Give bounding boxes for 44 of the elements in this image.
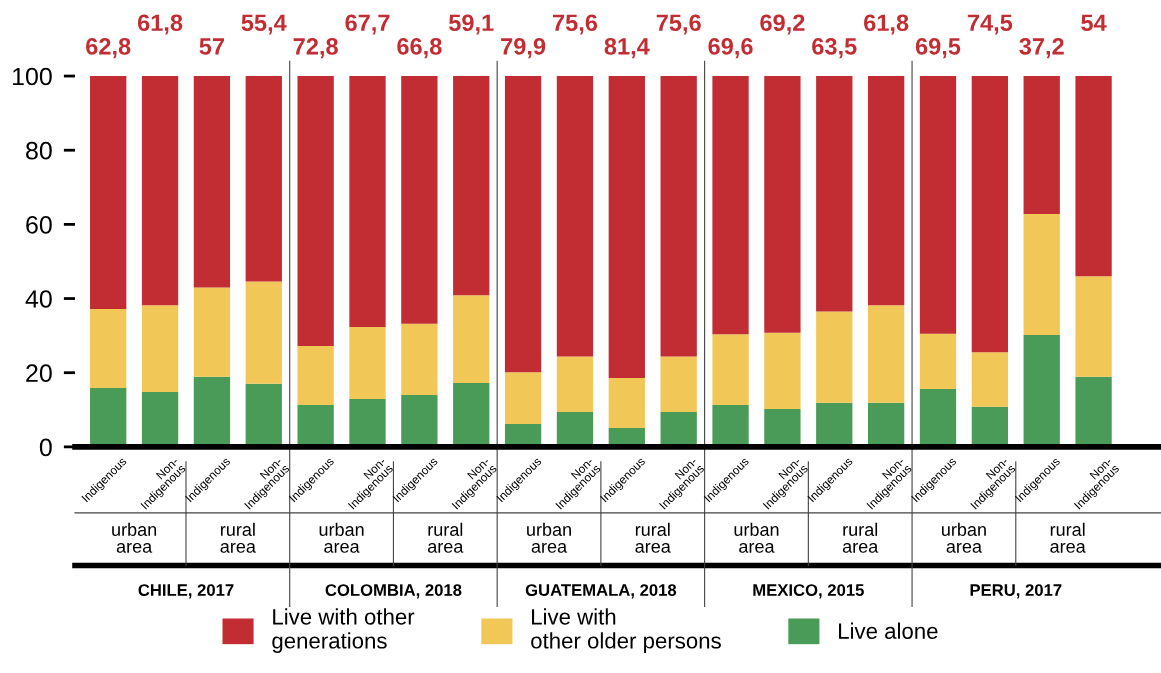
text: CHILE, 2017: [138, 584, 234, 599]
data-label: 63,5: [812, 38, 857, 59]
data-label: 57: [199, 38, 225, 55]
legend-label: Live with other older persons: [531, 608, 721, 653]
data-label: 61,8: [137, 14, 183, 35]
y-tick-label: 80: [26, 141, 52, 160]
data-label: 69,2: [760, 14, 805, 35]
data-label: 61,8: [864, 14, 909, 35]
y-tick-label: 100: [12, 67, 52, 86]
data-label: 72,8: [293, 38, 338, 59]
data-label: 67,7: [345, 14, 390, 35]
y-tick-label: 60: [26, 215, 52, 234]
text: rural area: [1050, 522, 1086, 553]
text: urban area: [527, 522, 571, 553]
data-label: 75,6: [656, 14, 701, 35]
text: urban area: [112, 522, 157, 553]
data-label: 37,2: [1019, 38, 1064, 59]
text: PERU, 2017: [970, 584, 1062, 599]
data-label: 74,5: [967, 14, 1013, 35]
data-label: 59,1: [448, 14, 494, 35]
text: rural area: [635, 522, 671, 553]
data-label: 75,6: [552, 14, 598, 35]
data-label: 62,8: [86, 38, 131, 59]
text: urban area: [734, 522, 779, 553]
data-label: 81,4: [604, 38, 650, 59]
text: rural area: [220, 522, 256, 553]
y-tick-label: 0: [39, 438, 52, 457]
text: GUATEMALA, 2018: [525, 584, 677, 599]
text: COLOMBIA, 2018: [325, 584, 462, 599]
y-tick-label: 20: [26, 364, 52, 383]
y-tick-label: 40: [25, 290, 52, 308]
data-label: 54: [1081, 14, 1107, 32]
text: rural area: [428, 522, 464, 553]
legend-label: Live with other generations: [272, 608, 415, 653]
data-label: 79,9: [501, 38, 546, 59]
legend-label: Live alone: [839, 622, 938, 639]
data-label: 69,5: [915, 38, 961, 59]
text: MEXICO, 2015: [753, 584, 864, 599]
data-label: 55,4: [241, 14, 287, 35]
text: rural area: [842, 522, 879, 553]
data-label: 66,8: [397, 38, 442, 59]
data-label: 69,6: [708, 38, 753, 59]
text: urban area: [319, 522, 364, 553]
text: urban area: [942, 522, 986, 553]
